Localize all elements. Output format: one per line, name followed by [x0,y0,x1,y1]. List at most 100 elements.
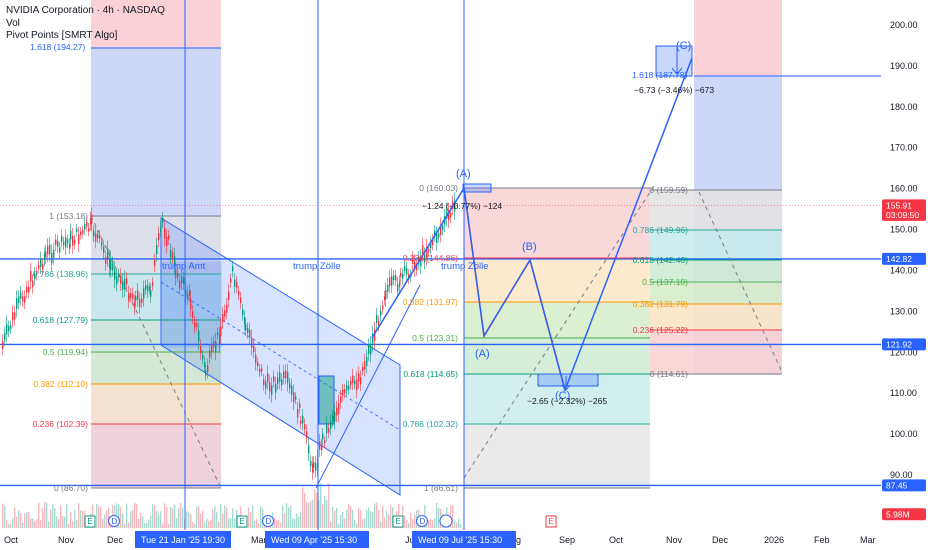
price-badge [882,208,926,221]
vertical-markers [184,0,465,530]
channel-midline [160,281,401,431]
legend-pivots[interactable]: Pivot Points [SMRT Algo] [6,30,118,41]
measure-label-3: −6.73 (−3.46%) −673 [634,85,714,95]
fib-mid-label: 0.382 (131.97) [403,297,458,307]
fib-mid-label: 0.618 (114.65) [403,369,458,379]
price-tick: 170.00 [890,143,918,153]
fib-right-label: 0.236 (125.22) [633,325,688,335]
event-label: E [88,517,93,526]
split-icon[interactable] [439,514,453,528]
annotation-trump-zoelle-1: trump Zölle [293,261,341,272]
event-label: D [112,517,118,526]
time-tick: Sep [559,535,575,545]
fib-mid-label: 1 (86.61) [424,483,458,493]
earnings-icon[interactable] [545,515,557,528]
dividend-icon[interactable] [262,515,274,527]
earnings-icon[interactable] [392,515,404,528]
elliott-wave-lines[interactable] [90,57,783,489]
fib-mid-label: 0.236 (144.86) [403,253,458,263]
time-tick: 2026 [764,535,784,545]
fib-right-label: 0.382 (131.79) [633,299,688,309]
wave-label-A-top: (A) [456,168,471,180]
price-badge [882,338,926,351]
fib-mid-label: 0.5 (123.31) [412,333,458,343]
earnings-icon[interactable] [84,515,96,528]
fib-left-label: 0 (86.70) [54,483,88,493]
fib-left-label: 0.382 (112.10) [33,379,88,389]
time-cursor-badge [135,531,231,548]
price-tick: 110.00 [890,388,917,398]
fib-labels: 1.618 (194.27) 1 (153.18) 0.786 (138.96) 0… [30,42,688,493]
fib-left-top-label: 1.618 (194.27) [30,42,85,52]
annotation-trump-amt: trump Amt [162,261,206,272]
fib-mid-label: 0 (160.03) [419,183,458,193]
price-badge [882,479,926,492]
price-badge [882,508,926,521]
fib-right-label: 0 (114.61) [650,369,688,379]
price-tick: 200.00 [890,20,918,30]
dividend-icon[interactable] [108,515,120,527]
wave-label-C: (C) [676,40,691,52]
time-cursor-label: Wed 09 Apr '25 15:30 [271,535,357,545]
fib-mid-bands [464,188,650,488]
price-badge [882,199,926,212]
fib-right-label: 0.5 (137.10) [642,277,688,287]
time-tick: Oct [609,535,624,545]
time-cursor-badge [265,531,369,548]
price-tick: 120.00 [890,347,918,357]
measure-label-1: −1.24 (−0.77%) −124 [422,201,502,211]
time-tick: Oct [4,535,19,545]
wave-label-B: (B) [522,241,537,253]
price-tick: 90.00 [890,470,913,480]
fib-right-label: 0.786 (149.96) [633,225,688,235]
fib-left-label: 1 (153.18) [49,211,88,221]
annotations: trump Amt trump Zölle trump Zölle (A) (A… [162,40,714,406]
time-tick: Mar [860,535,876,545]
price-tick: 130.00 [890,306,918,316]
fib-right-bands [650,190,782,374]
time-tick: Nov [58,535,75,545]
fib-level-lines [0,47,881,489]
price-badge [882,252,926,265]
event-label: D [420,517,426,526]
time-cursor-label: Wed 09 Jul '25 15:30 [418,535,502,545]
time-cursor-label: Tue 21 Jan '25 19:30 [141,535,225,545]
time-cursor-badge [412,531,516,548]
measure-box-1[interactable] [462,183,492,193]
time-tick: Feb [814,535,830,545]
price-badge-label: 142.82 [886,254,912,264]
descending-channel[interactable] [160,217,401,496]
price-badge-label: 155.91 [886,200,912,210]
time-tick: Dec [107,535,124,545]
price-badge-label: 5.98M [886,509,910,519]
measure-box-2[interactable] [537,373,599,387]
fib-right-label: 0.618 (142.40) [633,255,688,265]
event-label: E [549,517,554,526]
wave-label-A-low: (A) [475,348,490,360]
dividend-icon[interactable] [416,515,428,527]
consolidation-box [162,262,222,348]
legend-vol[interactable]: Vol [6,17,20,29]
price-tick: 190.00 [890,61,918,71]
time-tick: Nov [666,535,683,545]
price-tick: 140.00 [890,265,918,275]
price-tick: 180.00 [890,102,918,112]
earnings-icon[interactable] [236,515,248,528]
legend-title[interactable]: NVIDIA Corporation · 4h · NASDAQ [6,5,165,16]
price-badge-label: 87.45 [886,480,908,490]
wave-label-C-low: (C) [555,390,570,402]
fib-left-label: 0.786 (138.96) [33,269,88,279]
fib-mid-label: 0.786 (102.32) [403,419,458,429]
price-axis[interactable]: 200.00 190.00 180.00 170.00 160.00 150.00 140.… [881,0,932,530]
price-badge-label: 03:09:50 [886,210,919,220]
time-axis[interactable]: OctNovDecMarJunAugSepOctNovDec2026FebMar… [0,530,932,550]
measure-label-2: −2.65 (−2.32%) −265 [527,396,607,406]
price-badge-label: 121.92 [886,339,912,349]
time-tick: Mar [251,535,267,545]
price-tick: 160.00 [890,184,918,194]
time-tick: Dec [712,535,729,545]
event-label: E [396,517,401,526]
fib-left-label: 0.236 (102.39) [33,419,88,429]
